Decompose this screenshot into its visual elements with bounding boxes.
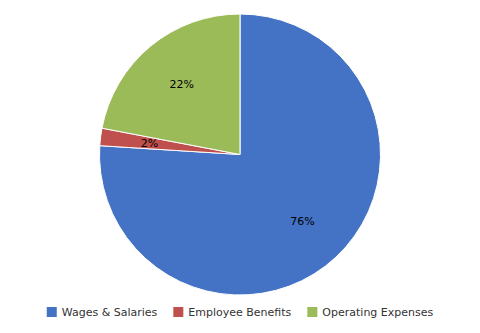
legend-item: Wages & Salaries	[47, 306, 158, 319]
legend: Wages & Salaries Employee Benefits Operati…	[47, 306, 434, 319]
legend-swatch	[173, 307, 183, 317]
legend-label: Wages & Salaries	[62, 306, 158, 319]
chart: 76% 2% 22% Wages & Salaries Employee Benefit…	[0, 0, 480, 333]
legend-item: Employee Benefits	[173, 306, 291, 319]
legend-swatch	[47, 307, 57, 317]
pie-slice	[99, 14, 380, 295]
legend-swatch	[307, 307, 317, 317]
legend-label: Employee Benefits	[188, 306, 291, 319]
legend-label: Operating Expenses	[322, 306, 433, 319]
pie-slice	[102, 14, 240, 155]
data-label: 22%	[170, 78, 194, 91]
data-label: 2%	[141, 137, 158, 150]
data-label: 76%	[290, 215, 314, 228]
legend-item: Operating Expenses	[307, 306, 433, 319]
pie	[99, 14, 380, 295]
data-labels: 76% 2% 22%	[141, 78, 315, 228]
